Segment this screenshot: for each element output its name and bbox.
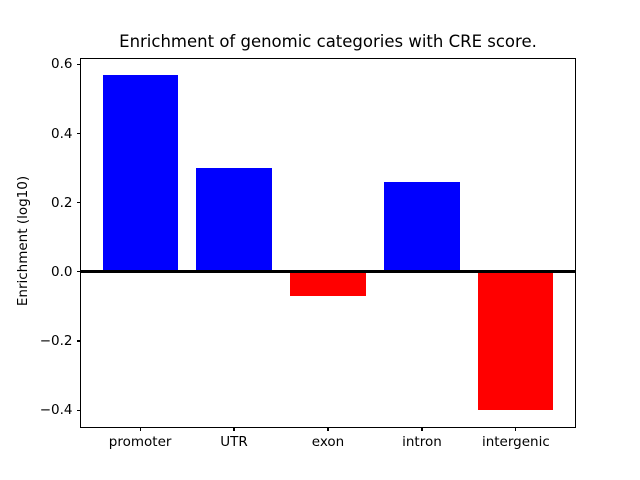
x-tick-mark bbox=[139, 427, 141, 431]
y-axis-label: Enrichment (log10) bbox=[15, 175, 31, 307]
x-tick-label-promoter: promoter bbox=[108, 434, 172, 450]
bar-intron bbox=[384, 181, 460, 272]
y-tick-mark bbox=[76, 340, 80, 342]
plot-area bbox=[80, 57, 576, 428]
x-tick-label-intron: intron bbox=[402, 434, 442, 450]
bar-promoter bbox=[102, 74, 178, 272]
x-tick-label-UTR: UTR bbox=[220, 434, 248, 450]
y-tick-mark bbox=[76, 132, 80, 135]
y-tick-mark bbox=[76, 409, 80, 411]
y-tick-label: 0.0 bbox=[51, 263, 73, 280]
y-tick-label: −0.2 bbox=[39, 333, 73, 350]
bar-exon bbox=[290, 271, 366, 297]
x-tick-mark bbox=[327, 427, 329, 431]
x-tick-label-intergenic: intergenic bbox=[481, 434, 550, 450]
y-tick-label: −0.4 bbox=[39, 402, 73, 419]
bar-intergenic bbox=[478, 271, 554, 411]
bar-UTR bbox=[196, 168, 272, 272]
y-tick-mark bbox=[76, 202, 80, 204]
y-tick-label: 0.2 bbox=[51, 194, 73, 211]
y-tick-mark bbox=[76, 271, 80, 273]
x-tick-mark bbox=[515, 427, 517, 431]
x-tick-label-exon: exon bbox=[311, 434, 345, 450]
y-tick-label: 0.6 bbox=[51, 56, 73, 73]
chart-title: Enrichment of genomic categories with CR… bbox=[119, 32, 537, 51]
x-tick-mark bbox=[233, 427, 235, 431]
y-tick-label: 0.4 bbox=[51, 125, 73, 142]
x-tick-mark bbox=[421, 427, 423, 431]
zero-line bbox=[80, 270, 576, 274]
y-tick-mark bbox=[76, 63, 80, 65]
